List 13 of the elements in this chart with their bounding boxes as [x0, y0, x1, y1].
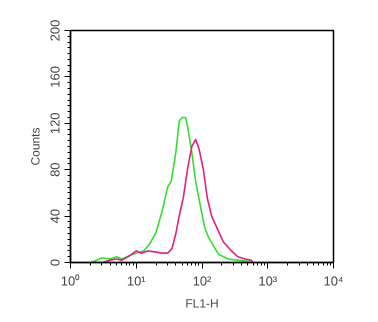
x-tick-label: 10⁰ — [60, 274, 80, 288]
y-tick-label: 200 — [48, 20, 62, 42]
y-tick-label: 120 — [48, 112, 62, 134]
x-tick-label: 10⁴ — [323, 274, 344, 288]
y-tick-label: 80 — [48, 162, 62, 177]
y-tick-label: 0 — [48, 258, 62, 266]
y-tick-label: 40 — [48, 208, 62, 224]
x-tick-label: 10¹ — [126, 274, 146, 288]
y-tick-label: 160 — [48, 66, 62, 88]
x-tick-label: 10³ — [258, 274, 278, 288]
x-axis-title: FL1-H — [185, 296, 219, 310]
y-axis-title: Counts — [28, 127, 42, 166]
x-tick-label: 10² — [192, 274, 212, 288]
